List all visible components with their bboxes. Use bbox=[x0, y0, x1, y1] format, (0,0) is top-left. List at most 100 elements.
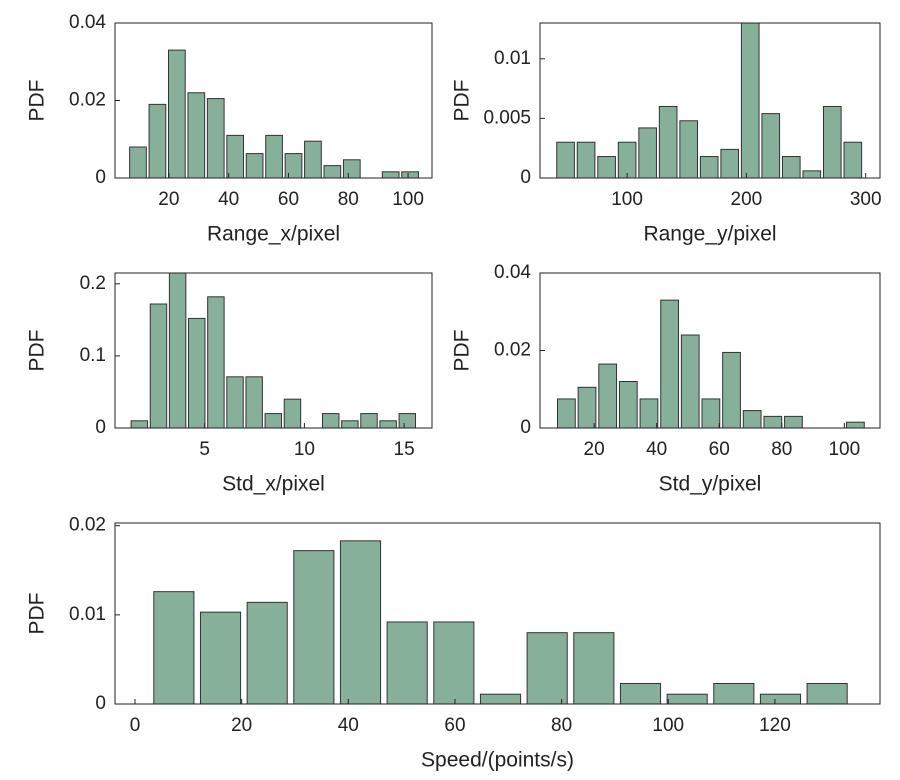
y-tick-label: 0.02 bbox=[494, 340, 531, 361]
x-axis-label: Range_x/pixel bbox=[207, 223, 340, 246]
x-tick-label: 60 bbox=[278, 189, 299, 210]
bar bbox=[246, 601, 288, 704]
y-axis-label: PDF bbox=[26, 330, 49, 372]
y-axis-label: PDF bbox=[26, 80, 49, 122]
x-axis-label: Std_y/pixel bbox=[659, 473, 762, 496]
bar bbox=[153, 591, 195, 704]
x-tick-label: 100 bbox=[652, 715, 684, 736]
y-axis-label: PDF bbox=[451, 330, 474, 372]
bar bbox=[433, 621, 475, 704]
bar bbox=[149, 303, 168, 428]
bar bbox=[187, 92, 206, 178]
bar bbox=[339, 540, 382, 704]
bar bbox=[526, 632, 568, 704]
bar bbox=[341, 420, 359, 428]
x-tick-label: 80 bbox=[771, 439, 792, 460]
y-tick-label: 0 bbox=[520, 167, 531, 188]
x-axis-label: Speed/(points/s) bbox=[421, 749, 574, 772]
bar bbox=[639, 398, 659, 428]
bar bbox=[573, 632, 615, 704]
x-tick-label: 20 bbox=[158, 189, 179, 210]
bar bbox=[638, 127, 657, 178]
bar bbox=[843, 141, 863, 178]
bar bbox=[188, 317, 206, 428]
bar bbox=[680, 334, 700, 428]
x-tick-label: 40 bbox=[218, 189, 239, 210]
bar bbox=[342, 159, 361, 178]
bar bbox=[822, 105, 842, 178]
bar bbox=[763, 415, 783, 428]
bar bbox=[597, 156, 616, 178]
bar bbox=[245, 376, 263, 428]
x-tick-label: 15 bbox=[394, 439, 415, 460]
bar bbox=[284, 153, 303, 178]
bar bbox=[618, 381, 638, 428]
axes-box bbox=[114, 522, 881, 705]
plot-area bbox=[130, 273, 417, 428]
bar bbox=[679, 120, 699, 178]
y-axis-label: PDF bbox=[26, 593, 49, 635]
y-tick-label: 0 bbox=[95, 167, 106, 188]
bar bbox=[576, 141, 596, 178]
bar bbox=[740, 23, 760, 178]
bar bbox=[293, 550, 335, 704]
x-tick-label: 60 bbox=[444, 715, 465, 736]
bar bbox=[781, 156, 801, 178]
bar bbox=[265, 134, 283, 178]
x-axis-label: Std_x/pixel bbox=[222, 473, 325, 496]
bar bbox=[386, 621, 428, 704]
y-tick-label: 0 bbox=[95, 417, 106, 438]
x-tick-label: 300 bbox=[850, 189, 882, 210]
bar bbox=[226, 376, 244, 428]
x-tick-label: 100 bbox=[828, 439, 860, 460]
bar bbox=[598, 363, 618, 428]
bar bbox=[245, 153, 264, 178]
bar bbox=[557, 398, 576, 428]
y-tick-label: 0.02 bbox=[69, 90, 106, 111]
y-tick-label: 0.1 bbox=[80, 345, 106, 366]
x-axis-label: Range_y/pixel bbox=[643, 223, 776, 246]
plot-area bbox=[557, 299, 865, 428]
bar bbox=[658, 105, 678, 178]
bar bbox=[701, 398, 721, 428]
bar bbox=[381, 171, 400, 178]
x-tick-label: 0 bbox=[130, 715, 141, 736]
bar bbox=[129, 146, 147, 178]
bar bbox=[846, 421, 865, 428]
x-tick-label: 40 bbox=[646, 439, 667, 460]
bar bbox=[699, 156, 719, 178]
x-tick-label: 100 bbox=[611, 189, 643, 210]
y-tick-label: 0.2 bbox=[80, 273, 106, 294]
bar bbox=[360, 413, 378, 428]
bar bbox=[761, 113, 781, 178]
y-tick-label: 0.04 bbox=[494, 262, 531, 283]
x-tick-label: 60 bbox=[709, 439, 730, 460]
bar bbox=[199, 611, 242, 704]
x-tick-label: 200 bbox=[731, 189, 763, 210]
bar bbox=[379, 420, 397, 428]
bar bbox=[784, 415, 803, 428]
bar bbox=[577, 386, 597, 428]
bar bbox=[168, 49, 186, 178]
bar bbox=[617, 141, 637, 178]
x-tick-label: 80 bbox=[338, 189, 359, 210]
bar bbox=[283, 398, 302, 428]
y-tick-label: 0 bbox=[95, 693, 106, 714]
bar bbox=[720, 148, 740, 178]
y-axis-label: PDF bbox=[451, 80, 474, 122]
bar bbox=[742, 410, 762, 428]
bar bbox=[479, 693, 522, 704]
bar bbox=[401, 171, 419, 178]
x-tick-label: 40 bbox=[338, 715, 359, 736]
bar bbox=[207, 296, 225, 428]
bar bbox=[323, 165, 342, 178]
bar bbox=[226, 134, 245, 178]
bar bbox=[321, 413, 340, 428]
bar bbox=[206, 98, 225, 178]
x-tick-label: 20 bbox=[584, 439, 605, 460]
bar bbox=[660, 299, 679, 428]
x-tick-label: 5 bbox=[199, 439, 210, 460]
bar bbox=[619, 682, 662, 704]
bar bbox=[264, 413, 283, 428]
x-tick-label: 120 bbox=[759, 715, 791, 736]
